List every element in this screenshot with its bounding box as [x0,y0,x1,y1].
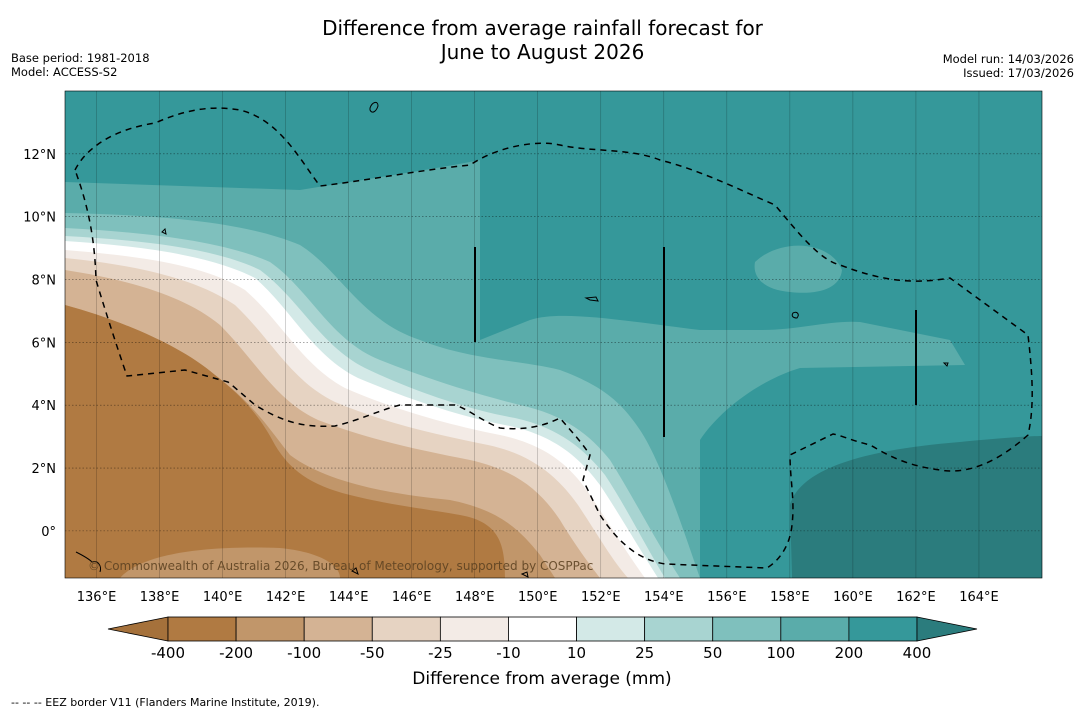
base-period: Base period: 1981-2018 [11,51,150,65]
x-tick-label: 154°E [644,590,684,605]
colorbar-extend-low [107,616,169,642]
x-tick-label: 156°E [707,590,747,605]
colorbar-segment [576,616,646,642]
x-tick-label: 138°E [140,590,180,605]
colorbar-segment [303,616,373,642]
anomaly-patch-south [120,547,340,578]
boundary-markers [474,247,917,437]
x-tick-label: 142°E [266,590,306,605]
anomaly-patch [754,245,842,293]
y-tick-label: 8°N [32,274,57,289]
colorbar-title: Difference from average (mm) [412,669,671,689]
x-tick-label: 160°E [833,590,873,605]
colorbar-segment [780,616,850,642]
x-tick-label: 164°E [959,590,999,605]
anomaly-region-minus-200 [65,305,505,578]
y-tick-label: 2°N [32,462,57,477]
island [942,362,949,367]
x-tick-label: 140°E [203,590,243,605]
x-tick-label: 136°E [77,590,117,605]
y-tick-label: 0° [41,525,56,540]
colorbar-tick-label: 50 [703,644,722,662]
x-tick-label: 148°E [455,590,495,605]
colorbar-segment [712,616,782,642]
eez-border [74,107,1033,569]
island [584,296,599,302]
colorbar-tick-label: 10 [567,644,586,662]
y-tick-label: 12°N [23,148,56,163]
y-tick-label: 6°N [32,336,57,351]
anomaly-region-400 [790,436,1042,578]
title-line-2: June to August 2026 [440,40,645,64]
title-line-1: Difference from average rainfall forecas… [322,16,763,40]
island [75,551,101,573]
colorbar: -400 -200 -100 -50 -25 -10 10 25 50 100 200 400 [107,616,978,662]
island [369,101,379,113]
colorbar-tick-label: 100 [766,644,795,662]
colorbar-tick-label: -100 [287,644,321,662]
colorbar-segment [235,616,305,642]
colorbar-segment [439,616,509,642]
x-tick-label: 152°E [581,590,621,605]
model-run: Model run: 14/03/2026 [942,52,1074,66]
y-tick-label: 10°N [23,211,56,226]
chart-title: Difference from average rainfall forecas… [0,16,1085,64]
y-axis: 0° 2°N 4°N 6°N 8°N 10°N 12°N [23,148,56,540]
x-tick-label: 150°E [518,590,558,605]
island [351,567,359,575]
x-tick-label: 146°E [392,590,432,605]
copyright-text: © Commonwealth of Australia 2026, Bureau… [88,559,593,573]
island [520,571,529,578]
island [791,311,799,319]
eez-legend-footer: -- -- -- EEZ border V11 (Flanders Marine… [11,696,320,709]
colorbar-tick-label: 25 [635,644,654,662]
map-border [64,90,1043,579]
x-axis: 136°E 138°E 140°E 142°E 144°E 146°E 148°E 150°E… [77,590,999,605]
x-tick-label: 144°E [329,590,369,605]
colorbar-extend-high [916,616,978,642]
colorbar-segment [848,616,918,642]
issued-date: Issued: 17/03/2026 [963,66,1074,80]
island [161,227,167,235]
colorbar-segment [508,616,577,642]
model-name: Model: ACCESS-S2 [11,65,118,79]
meta-left: Base period: 1981-2018 Model: ACCESS-S2 [11,51,150,79]
colorbar-tick-label: -50 [360,644,385,662]
colorbar-segment [167,616,237,642]
x-tick-label: 162°E [896,590,936,605]
colorbar-tick-label: -200 [219,644,253,662]
x-tick-label: 158°E [770,590,810,605]
colorbar-tick-label: -400 [151,644,185,662]
colorbar-tick-label: -10 [496,644,521,662]
islands [75,101,949,578]
colorbar-tick-label: 400 [903,644,932,662]
meta-right: Model run: 14/03/2026 Issued: 17/03/2026 [943,52,1074,80]
map-fill [65,91,1042,578]
colorbar-segment [644,616,714,642]
y-tick-label: 4°N [32,399,57,414]
colorbar-tick-label: -25 [428,644,453,662]
colorbar-tick-label: 200 [835,644,864,662]
colorbar-segment [371,616,441,642]
